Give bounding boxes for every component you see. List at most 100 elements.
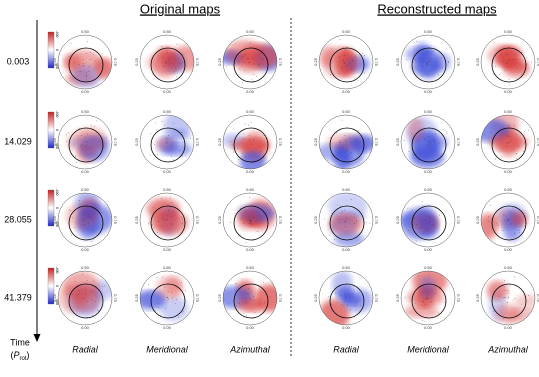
map-dot [175, 69, 177, 70]
phase-label: 0.25 [217, 215, 222, 224]
phase-label: 0.00 [81, 247, 90, 252]
map-dot [358, 153, 360, 154]
map-dot [84, 136, 86, 138]
polar-map: 0.50 0.00 0.75 0.25 [52, 187, 118, 252]
map-dot [87, 141, 89, 143]
map-dot [181, 61, 183, 63]
map-dot [97, 309, 99, 311]
map-dot [364, 55, 365, 56]
map-dot [161, 197, 162, 199]
map-dot [426, 298, 428, 300]
map-dot [245, 302, 246, 303]
map-dot [345, 139, 347, 141]
map-dot [85, 291, 87, 293]
map-shading [481, 35, 535, 89]
colorbar-tick-label: -400 [55, 266, 59, 273]
map-dot [495, 158, 496, 160]
polar-map: 0.50 0.00 0.75 0.25 [52, 29, 118, 94]
map-dot [240, 208, 241, 210]
map-dot [240, 218, 242, 220]
map-dot [165, 63, 167, 64]
map-dot [95, 300, 97, 302]
map-dot [248, 139, 250, 141]
map-dot [345, 297, 346, 299]
map-dot [507, 302, 508, 303]
phase-label: 0.50 [424, 29, 433, 34]
map-dot [269, 296, 271, 298]
inner-ring [329, 47, 365, 83]
map-dot [507, 135, 509, 137]
map-dot [171, 292, 172, 293]
map-dot [339, 141, 341, 143]
phase-label: 0.25 [52, 57, 57, 66]
map-dot [347, 148, 348, 149]
colorbar-tick-label: 400 [55, 299, 59, 305]
map-dot [528, 130, 529, 132]
time-unit: (Prot) [10, 350, 29, 361]
polar-map: 0.50 0.00 0.75 0.25 [395, 187, 461, 252]
map-shading [319, 193, 373, 247]
map-dot [361, 53, 363, 54]
map-dot [262, 49, 264, 51]
map-dot [507, 59, 509, 61]
map-dot [167, 50, 168, 52]
map-dot [426, 63, 428, 64]
phase-label: 0.75 [278, 138, 283, 147]
map-dot [81, 148, 83, 150]
inner-ring [68, 283, 104, 319]
map-dot [503, 57, 505, 59]
map-blob [504, 59, 528, 72]
polar-map: 0.50 0.00 0.75 0.25 [313, 265, 379, 330]
map-dot [438, 312, 439, 314]
map-dot [502, 297, 504, 298]
phase-label: 0.75 [113, 58, 118, 67]
map-dot [69, 72, 71, 74]
map-dot [253, 217, 255, 218]
map-dot [164, 219, 165, 221]
map-dot [427, 297, 429, 299]
map-dot [430, 58, 432, 60]
map-dot [519, 63, 521, 65]
map-dot [244, 53, 245, 55]
colorbar-tick-label: 400 [55, 221, 59, 227]
inner-ring [329, 205, 365, 241]
map-dot [163, 66, 164, 67]
map-blob [416, 206, 437, 232]
map-dot [249, 219, 251, 221]
map-dot [514, 276, 516, 278]
map-dot [84, 221, 85, 222]
map-dot [427, 133, 429, 134]
map-dot [170, 63, 172, 65]
map-dot [87, 222, 89, 223]
map-dot [68, 209, 70, 211]
map-dot [257, 231, 259, 232]
map-dot [514, 232, 515, 234]
map-dot [430, 130, 431, 132]
map-dot [166, 61, 168, 63]
time-label: Time [10, 337, 30, 347]
phase-label: 0.75 [195, 58, 200, 67]
polar-map: 0.50 0.00 0.75 0.25 [134, 265, 200, 330]
map-shading [140, 35, 194, 89]
map-dot [431, 301, 433, 303]
map-dot [516, 158, 518, 159]
map-dot [88, 217, 90, 218]
map-dot [355, 221, 357, 223]
map-dot [182, 218, 184, 219]
map-dot [74, 143, 75, 145]
column-label: Radial [333, 344, 360, 354]
map-dot [433, 129, 435, 130]
map-dot [91, 124, 93, 126]
map-shading [481, 271, 535, 325]
map-dot [434, 292, 436, 294]
map-dot [84, 219, 86, 221]
phase-label: 0.00 [246, 169, 255, 174]
map-dot [70, 70, 72, 72]
map-dot [166, 137, 167, 139]
map-dot [504, 219, 505, 221]
map-dot [427, 64, 429, 66]
phase-label: 0.50 [504, 187, 513, 192]
colorbar [47, 31, 55, 69]
map-dot [86, 301, 88, 302]
map-dot [263, 135, 265, 136]
